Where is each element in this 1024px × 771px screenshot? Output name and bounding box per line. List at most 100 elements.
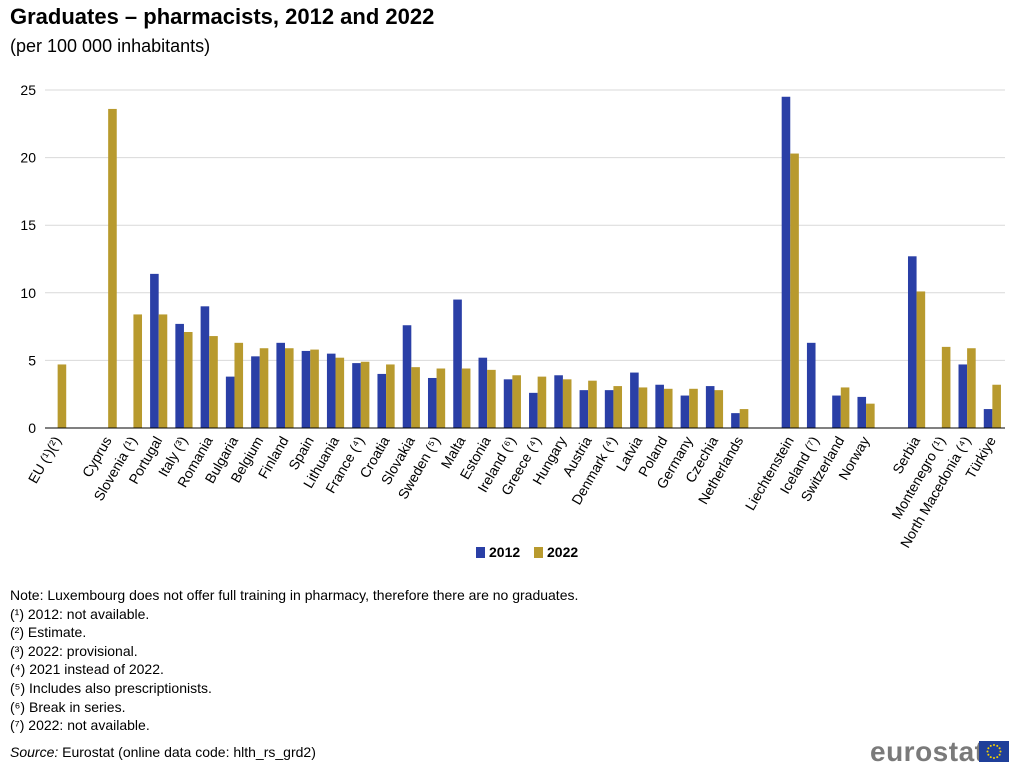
bar-2022 bbox=[259, 348, 269, 428]
eu-flag-background bbox=[979, 741, 1009, 762]
bar-2022 bbox=[537, 376, 547, 428]
bar-2012 bbox=[453, 299, 462, 428]
bar-2012 bbox=[200, 306, 210, 428]
eu-flag-star bbox=[989, 756, 992, 759]
eu-flag-star bbox=[986, 750, 989, 753]
bar-2022 bbox=[714, 390, 724, 428]
eu-flag-star bbox=[999, 750, 1002, 753]
bar-2012 bbox=[781, 96, 791, 428]
bar-2012 bbox=[907, 256, 917, 428]
eu-flag-star bbox=[987, 747, 990, 750]
x-tick-label: EU (¹)(²) bbox=[25, 434, 65, 486]
eu-flag-star bbox=[996, 756, 999, 759]
eu-flag-star bbox=[987, 753, 990, 756]
bar-2022 bbox=[840, 387, 850, 428]
bar-2022 bbox=[689, 388, 698, 428]
bar-2022 bbox=[487, 369, 496, 428]
chart-subtitle: (per 100 000 inhabitants) bbox=[10, 36, 211, 56]
bar-2012 bbox=[478, 357, 488, 428]
y-tick-label: 5 bbox=[28, 352, 36, 368]
bar-2022 bbox=[512, 375, 521, 428]
legend-swatch-2012 bbox=[476, 547, 485, 558]
bar-2022 bbox=[992, 384, 1001, 428]
bar-2012 bbox=[680, 395, 690, 428]
eu-flag-star bbox=[998, 753, 1001, 756]
bar-2012 bbox=[251, 356, 260, 428]
bar-2022 bbox=[360, 361, 370, 428]
footnote-2: (²) Estimate. bbox=[10, 624, 87, 641]
bar-2022 bbox=[335, 357, 345, 428]
bar-2022 bbox=[967, 348, 976, 428]
bar-2022 bbox=[436, 368, 446, 428]
eu-flag-star bbox=[998, 747, 1001, 750]
bar-2012 bbox=[806, 342, 816, 428]
footnote-1: (¹) 2012: not available. bbox=[10, 605, 150, 622]
eu-flag-star bbox=[993, 744, 995, 746]
bar-2012 bbox=[427, 377, 437, 428]
source-label: Source: bbox=[10, 744, 59, 760]
bar-2022 bbox=[386, 364, 395, 428]
footnote-5: (⁵) Includes also prescriptionists. bbox=[10, 679, 212, 696]
y-tick-label: 25 bbox=[20, 82, 36, 98]
bar-2012 bbox=[705, 386, 715, 428]
footnote-7: (⁷) 2022: not available. bbox=[10, 717, 150, 734]
bar-2012 bbox=[326, 353, 336, 428]
bar-2012 bbox=[225, 376, 235, 428]
bar-2012 bbox=[630, 372, 639, 428]
bar-2022 bbox=[916, 291, 926, 428]
bar-2022 bbox=[158, 314, 168, 428]
y-tick-label: 15 bbox=[20, 217, 36, 233]
bar-2022 bbox=[310, 349, 319, 428]
bar-2012 bbox=[554, 375, 563, 428]
bar-2012 bbox=[655, 384, 664, 428]
bar-2012 bbox=[175, 323, 184, 428]
bar-2022 bbox=[663, 388, 673, 428]
chart-title: Graduates – pharmacists, 2012 and 2022 bbox=[10, 4, 435, 29]
bar-2012 bbox=[529, 392, 538, 428]
note-luxembourg: Note: Luxembourg does not offer full tra… bbox=[10, 587, 579, 603]
bar-2012 bbox=[983, 409, 993, 428]
footnotes: Note: Luxembourg does not offer full tra… bbox=[10, 586, 578, 735]
legend-label-2022: 2022 bbox=[547, 544, 578, 560]
bar-2022 bbox=[588, 380, 597, 428]
eurostat-logo: eurostat bbox=[870, 736, 985, 767]
bar-2022 bbox=[613, 386, 623, 428]
footnote-3: (³) 2022: provisional. bbox=[10, 642, 138, 659]
eu-flag-star bbox=[993, 757, 995, 759]
legend-swatch-2022 bbox=[534, 547, 543, 558]
bar-2022 bbox=[562, 379, 572, 428]
bar-2022 bbox=[108, 108, 117, 428]
bar-2022 bbox=[183, 332, 193, 428]
bar-2012 bbox=[579, 390, 589, 428]
footnote-6: (⁶) Break in series. bbox=[10, 698, 126, 715]
bar-2022 bbox=[133, 314, 143, 428]
bar-2012 bbox=[276, 342, 285, 428]
y-tick-label: 0 bbox=[28, 420, 36, 436]
bar-2012 bbox=[301, 350, 311, 428]
bar-2012 bbox=[150, 273, 159, 428]
bar-2022 bbox=[638, 387, 648, 428]
bar-2022 bbox=[461, 368, 471, 428]
bar-2012 bbox=[402, 325, 412, 428]
bar-2012 bbox=[731, 413, 740, 428]
bar-2012 bbox=[832, 395, 841, 428]
bar-2022 bbox=[209, 336, 218, 428]
bar-2012 bbox=[352, 363, 361, 428]
eu-flag-star bbox=[996, 744, 999, 747]
legend-label-2012: 2012 bbox=[489, 544, 520, 560]
footnote-4: (⁴) 2021 instead of 2022. bbox=[10, 661, 164, 678]
bar-2022 bbox=[790, 153, 799, 428]
bar-2012 bbox=[377, 373, 387, 428]
bar-2012 bbox=[503, 379, 513, 428]
bar-2022 bbox=[285, 348, 294, 428]
bar-2022 bbox=[411, 367, 420, 428]
eu-flag-icon bbox=[979, 741, 1009, 762]
bar-2022 bbox=[57, 364, 67, 428]
eu-flag-star bbox=[989, 744, 992, 747]
bar-2012 bbox=[958, 364, 968, 428]
bar-2022 bbox=[866, 403, 875, 428]
y-tick-label: 10 bbox=[20, 285, 36, 301]
bar-2022 bbox=[941, 346, 951, 428]
y-tick-label: 20 bbox=[20, 150, 36, 166]
